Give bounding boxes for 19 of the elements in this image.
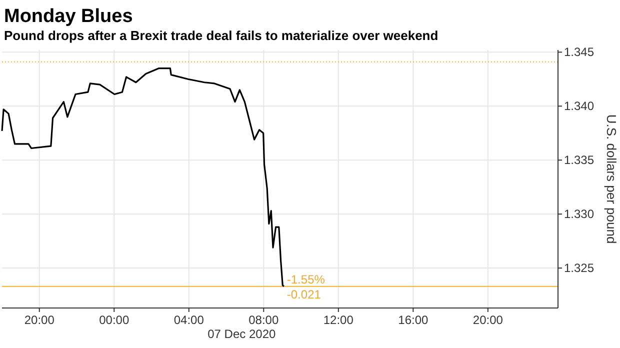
chart-title: Monday Blues [4,6,133,27]
annotation: -0.021 [286,287,322,302]
x-tick-label: 00:00 [99,313,130,327]
chart-subtitle: Pound drops after a Brexit trade deal fails to materialize over weekend [4,28,438,43]
y-axis-title: U.S. dollars per pound [604,114,619,244]
x-tick-label: 12:00 [323,313,354,327]
annotation: -1.55% [286,272,326,286]
y-tick-label: 1.325 [564,261,594,276]
y-tick-label: 1.330 [564,207,594,222]
line-series [1,68,285,288]
x-tick-label: 08:00 [248,313,279,327]
y-tick-label: 1.345 [564,45,594,60]
x-tick-label: 04:00 [174,313,204,327]
y-tick-label: 1.335 [564,153,594,168]
y-tick-label: 1.340 [564,99,594,114]
x-axis-title: 07 Dec 2020 [208,327,276,341]
x-tick-label: 20:00 [472,313,504,327]
x-tick-label: 20:00 [24,313,55,327]
x-tick-label: 16:00 [398,313,428,327]
